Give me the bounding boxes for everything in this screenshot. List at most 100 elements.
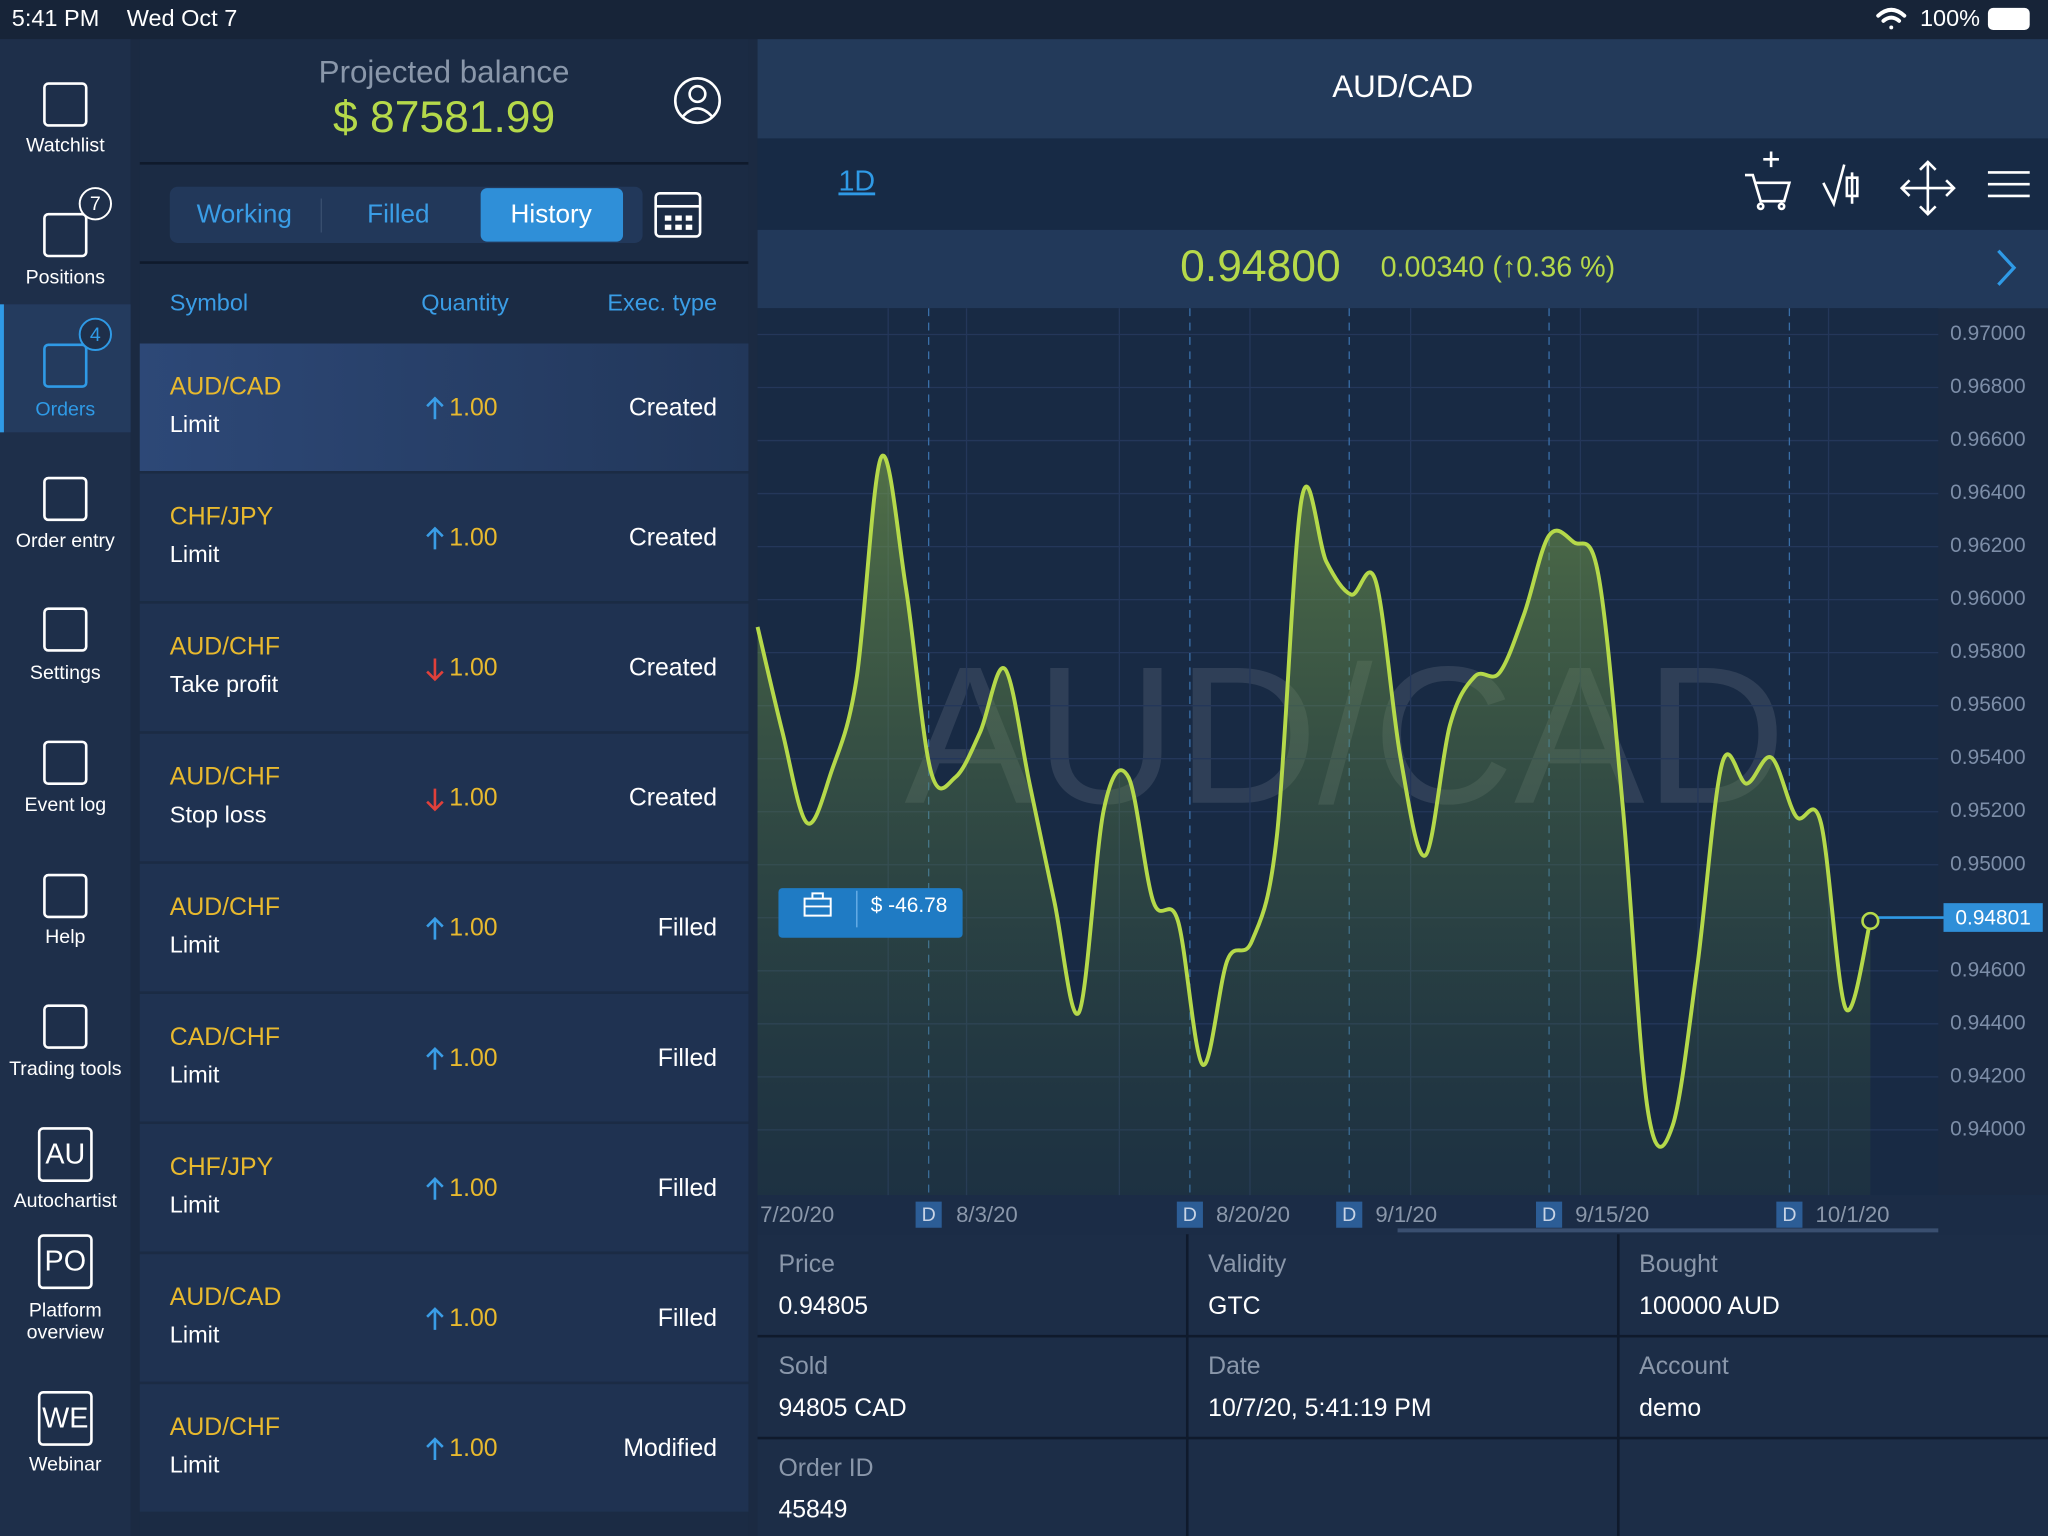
order-type: Take profit — [170, 671, 279, 697]
day-marker-label: D — [1542, 1204, 1556, 1226]
y-tick-label: 0.96200 — [1950, 534, 2025, 557]
y-tick-label: 0.96800 — [1950, 375, 2025, 398]
order-type: Stop loss — [170, 801, 267, 827]
order-row[interactable] — [139, 1124, 749, 1252]
nav-icon[interactable] — [43, 343, 88, 388]
x-tick-label: 9/1/20 — [1375, 1202, 1437, 1227]
detail-label: Date — [1208, 1353, 1260, 1380]
nav-label[interactable]: Trading tools — [9, 1058, 122, 1080]
nav-icon[interactable] — [43, 476, 88, 522]
wifi-icon — [1876, 7, 1907, 30]
order-quantity: 1.00 — [449, 394, 497, 421]
order-row[interactable] — [139, 343, 749, 471]
nav-icon[interactable] — [43, 1004, 88, 1049]
tab[interactable]: Filled — [367, 198, 429, 228]
nav-icon[interactable] — [43, 740, 88, 785]
detail-label: Validity — [1208, 1251, 1287, 1278]
order-quantity: 1.00 — [449, 524, 497, 551]
nav-label[interactable]: Autochartist — [14, 1190, 118, 1212]
position-marker[interactable] — [778, 888, 963, 938]
order-symbol: AUD/CAD — [170, 1284, 282, 1311]
details-panel — [757, 1234, 2048, 1536]
badge — [78, 317, 112, 352]
detail-value: 100000 AUD — [1639, 1293, 1780, 1320]
order-quantity: 1.00 — [449, 1045, 497, 1072]
y-tick-label: 0.94600 — [1950, 958, 2025, 981]
order-quantity: 1.00 — [449, 915, 497, 942]
position-pl: $ -46.78 — [871, 894, 948, 917]
tab-active-bg — [480, 188, 624, 242]
order-row[interactable] — [139, 1254, 749, 1382]
nav-label[interactable]: overview — [27, 1322, 105, 1344]
detail-label: Price — [778, 1251, 835, 1278]
price-line — [755, 453, 1873, 1149]
order-symbol: AUD/CAD — [170, 373, 282, 400]
day-marker-label: D — [1782, 1204, 1796, 1226]
y-tick-label: 0.96400 — [1950, 481, 2025, 504]
day-marker-label: D — [1183, 1204, 1197, 1226]
column-header: Exec. type — [607, 290, 717, 316]
status-bar — [0, 0, 2048, 40]
calendar-button[interactable] — [654, 191, 702, 238]
order-type: Limit — [170, 1192, 220, 1218]
order-type: Limit — [170, 931, 220, 957]
order-type: Limit — [170, 411, 220, 437]
balance-label: Projected balance — [319, 55, 570, 90]
detail-value: demo — [1639, 1395, 1701, 1422]
tab[interactable]: Working — [197, 198, 292, 228]
nav-label[interactable]: Platform — [29, 1300, 102, 1322]
nav-icon[interactable] — [43, 607, 88, 652]
nav-label[interactable]: Event log — [24, 794, 106, 816]
order-row[interactable] — [139, 603, 749, 732]
tab[interactable]: History — [511, 198, 592, 228]
order-exec: Filled — [658, 1175, 717, 1202]
order-row[interactable] — [139, 733, 749, 862]
column-header: Quantity — [421, 290, 509, 316]
nav-label[interactable]: Watchlist — [26, 134, 105, 156]
nav-icon[interactable] — [43, 873, 88, 919]
direction-arrow — [426, 1177, 444, 1200]
nav-icon[interactable] — [43, 212, 88, 258]
next-arrow[interactable] — [1997, 249, 2017, 286]
nav-label[interactable]: Webinar — [29, 1454, 102, 1476]
nav-label[interactable]: Order entry — [16, 530, 115, 552]
current-price-label: 0.94801 — [1955, 906, 2030, 929]
nav-label[interactable]: Help — [45, 926, 85, 948]
order-exec: Modified — [623, 1435, 717, 1462]
direction-arrow — [426, 396, 444, 420]
detail-label: Account — [1639, 1353, 1729, 1380]
badge-count: 4 — [90, 324, 101, 346]
toolbar-icons[interactable] — [1744, 151, 2030, 217]
badge-count: 7 — [90, 193, 101, 215]
day-marker — [1176, 1201, 1203, 1228]
timeframe[interactable]: 1D — [838, 165, 875, 197]
order-exec: Created — [629, 524, 717, 551]
current-price-box — [1943, 903, 2043, 932]
nav-icon — [37, 1391, 93, 1446]
order-symbol: CAD/CHF — [170, 1024, 280, 1051]
x-tick-label: 8/3/20 — [956, 1202, 1018, 1227]
price-change: 0.00340 (↑0.36 %) — [1381, 252, 1616, 284]
order-type: Limit — [170, 1452, 220, 1478]
order-quantity: 1.00 — [449, 1435, 497, 1462]
column-header: Symbol — [170, 290, 248, 316]
order-row[interactable] — [139, 993, 749, 1122]
nav-label[interactable]: Orders — [35, 398, 95, 420]
order-row[interactable] — [139, 473, 749, 602]
direction-arrow — [426, 788, 444, 812]
nav-icon-text: WE — [42, 1402, 88, 1434]
nav-label[interactable]: Settings — [30, 662, 101, 684]
y-tick-label: 0.95400 — [1950, 746, 2025, 769]
order-row[interactable] — [139, 1384, 749, 1512]
order-row[interactable] — [139, 863, 749, 992]
nav-label[interactable]: Positions — [26, 266, 106, 288]
direction-arrow — [426, 1307, 444, 1330]
order-type: Limit — [170, 1322, 220, 1348]
nav-icon-text: AU — [45, 1139, 85, 1171]
nav-icon[interactable] — [43, 82, 88, 127]
x-tick-label: 10/1/20 — [1816, 1202, 1890, 1227]
profile-button[interactable] — [673, 77, 721, 125]
status-time: 5:41 PM — [12, 5, 100, 31]
